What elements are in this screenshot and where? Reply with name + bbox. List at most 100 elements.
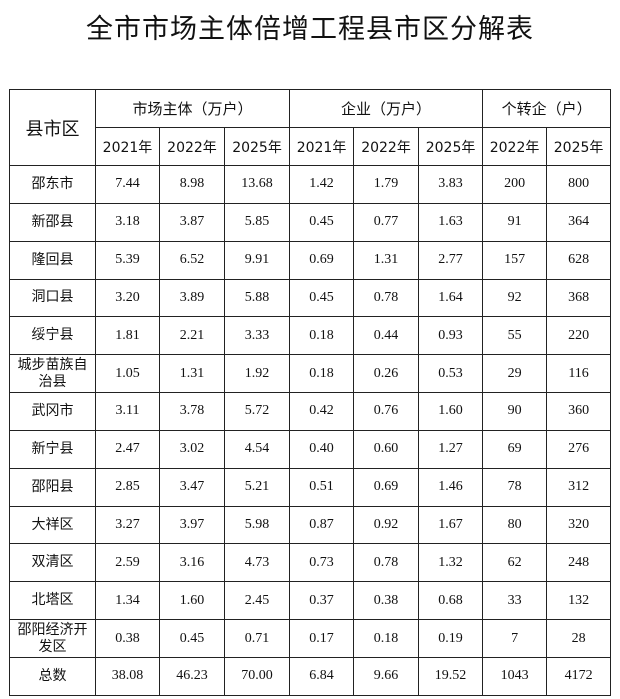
district-name-cell: 邵阳县: [9, 467, 96, 507]
header-year: 2022年: [482, 127, 548, 166]
value-cell: 92: [482, 278, 548, 318]
district-name-cell: 新宁县: [9, 429, 96, 469]
value-cell: 0.19: [418, 619, 484, 658]
value-cell: 1.67: [418, 505, 484, 545]
header-year-row: 2021年 2022年 2025年 2021年 2022年 2025年 2022年 2025年: [10, 127, 612, 166]
district-name-cell: 隆回县: [9, 240, 96, 280]
value-cell: 0.78: [353, 543, 420, 583]
value-cell: 7.44: [95, 165, 160, 204]
value-cell: 0.44: [353, 316, 420, 356]
district-name-cell: 新邵县: [9, 202, 96, 242]
value-cell: 3.33: [223, 316, 291, 356]
value-cell: 0.38: [95, 619, 160, 658]
value-cell: 0.60: [353, 429, 420, 469]
value-cell: 800: [546, 165, 612, 204]
value-cell: 200: [482, 165, 548, 204]
header-year: 2022年: [159, 127, 225, 166]
header-district: 县市区: [9, 89, 96, 166]
value-cell: 0.78: [353, 278, 420, 318]
value-cell: 0.77: [353, 202, 420, 242]
value-cell: 3.47: [159, 467, 225, 507]
value-cell: 0.73: [289, 543, 355, 583]
header-year: 2021年: [289, 127, 355, 166]
value-cell: 38.08: [95, 656, 160, 696]
value-cell: 1.34: [95, 581, 160, 621]
value-cell: 0.18: [289, 316, 355, 356]
value-cell: 9.66: [353, 656, 420, 696]
value-cell: 5.72: [223, 392, 291, 431]
value-cell: 248: [546, 543, 612, 583]
table-row: 隆回县 5.39 6.52 9.91 0.69 1.31 2.77 157 628: [9, 240, 612, 280]
value-cell: 9.91: [223, 240, 291, 280]
header-group-enterprises: 企业（万户）: [289, 89, 484, 128]
value-cell: 0.40: [289, 429, 355, 469]
district-name-cell: 大祥区: [9, 505, 96, 545]
value-cell: 3.97: [159, 505, 225, 545]
value-cell: 6.52: [159, 240, 225, 280]
value-cell: 1.31: [353, 240, 420, 280]
value-cell: 628: [546, 240, 612, 280]
value-cell: 55: [482, 316, 548, 356]
table-row: 城步苗族自治县 1.05 1.31 1.92 0.18 0.26 0.53 29 116: [9, 354, 612, 394]
value-cell: 3.27: [95, 505, 160, 545]
table-row: 大祥区 3.27 3.97 5.98 0.87 0.92 1.67 80 320: [9, 505, 612, 545]
value-cell: 3.89: [159, 278, 225, 318]
district-name: 武冈市: [31, 402, 74, 419]
value-cell: 312: [546, 467, 612, 507]
value-cell: 7: [482, 619, 548, 658]
table-row: 武冈市 3.11 3.78 5.72 0.42 0.76 1.60 90 360: [9, 392, 612, 431]
value-cell: 3.02: [159, 429, 225, 469]
district-name: 大祥区: [31, 516, 74, 533]
value-cell: 0.69: [353, 467, 420, 507]
value-cell: 0.18: [353, 619, 420, 658]
table-row: 邵阳县 2.85 3.47 5.21 0.51 0.69 1.46 78 312: [9, 467, 612, 507]
value-cell: 4.54: [223, 429, 291, 469]
value-cell: 5.85: [223, 202, 291, 242]
value-cell: 3.83: [418, 165, 484, 204]
table-row: 绥宁县 1.81 2.21 3.33 0.18 0.44 0.93 55 220: [9, 316, 612, 356]
district-name: 邵东市: [31, 175, 74, 192]
table-row: 洞口县 3.20 3.89 5.88 0.45 0.78 1.64 92 368: [9, 278, 612, 318]
value-cell: 1.60: [418, 392, 484, 431]
table-row: 新邵县 3.18 3.87 5.85 0.45 0.77 1.63 91 364: [9, 202, 612, 242]
value-cell: 0.37: [289, 581, 355, 621]
value-cell: 13.68: [223, 165, 291, 204]
district-name-cell: 城步苗族自治县: [9, 354, 96, 394]
value-cell: 2.77: [418, 240, 484, 280]
value-cell: 70.00: [223, 656, 291, 696]
value-cell: 62: [482, 543, 548, 583]
value-cell: 0.93: [418, 316, 484, 356]
district-name: 洞口县: [31, 289, 74, 306]
value-cell: 1.79: [353, 165, 420, 204]
value-cell: 28: [546, 619, 612, 658]
value-cell: 1043: [482, 656, 548, 696]
value-cell: 80: [482, 505, 548, 545]
table-row: 邵阳经济开发区 0.38 0.45 0.71 0.17 0.18 0.19 7 28: [9, 619, 612, 658]
value-cell: 157: [482, 240, 548, 280]
district-name-cell: 北塔区: [9, 581, 96, 621]
value-cell: 0.87: [289, 505, 355, 545]
value-cell: 78: [482, 467, 548, 507]
district-name-cell: 双清区: [9, 543, 96, 583]
value-cell: 0.45: [159, 619, 225, 658]
district-name: 新邵县: [31, 213, 74, 230]
value-cell: 320: [546, 505, 612, 545]
value-cell: 2.21: [159, 316, 225, 356]
district-name-cell: 邵阳经济开发区: [9, 619, 96, 658]
value-cell: 3.87: [159, 202, 225, 242]
value-cell: 1.46: [418, 467, 484, 507]
header-group-market-entities: 市场主体（万户）: [94, 89, 291, 128]
value-cell: 4172: [546, 656, 612, 696]
value-cell: 0.26: [353, 354, 420, 394]
value-cell: 8.98: [159, 165, 225, 204]
value-cell: 0.68: [418, 581, 484, 621]
value-cell: 2.85: [95, 467, 160, 507]
value-cell: 0.51: [289, 467, 355, 507]
header-year: 2021年: [95, 127, 160, 166]
value-cell: 2.47: [95, 429, 160, 469]
value-cell: 1.05: [95, 354, 160, 394]
value-cell: 0.42: [289, 392, 355, 431]
value-cell: 3.78: [159, 392, 225, 431]
value-cell: 0.45: [289, 278, 355, 318]
value-cell: 0.76: [353, 392, 420, 431]
